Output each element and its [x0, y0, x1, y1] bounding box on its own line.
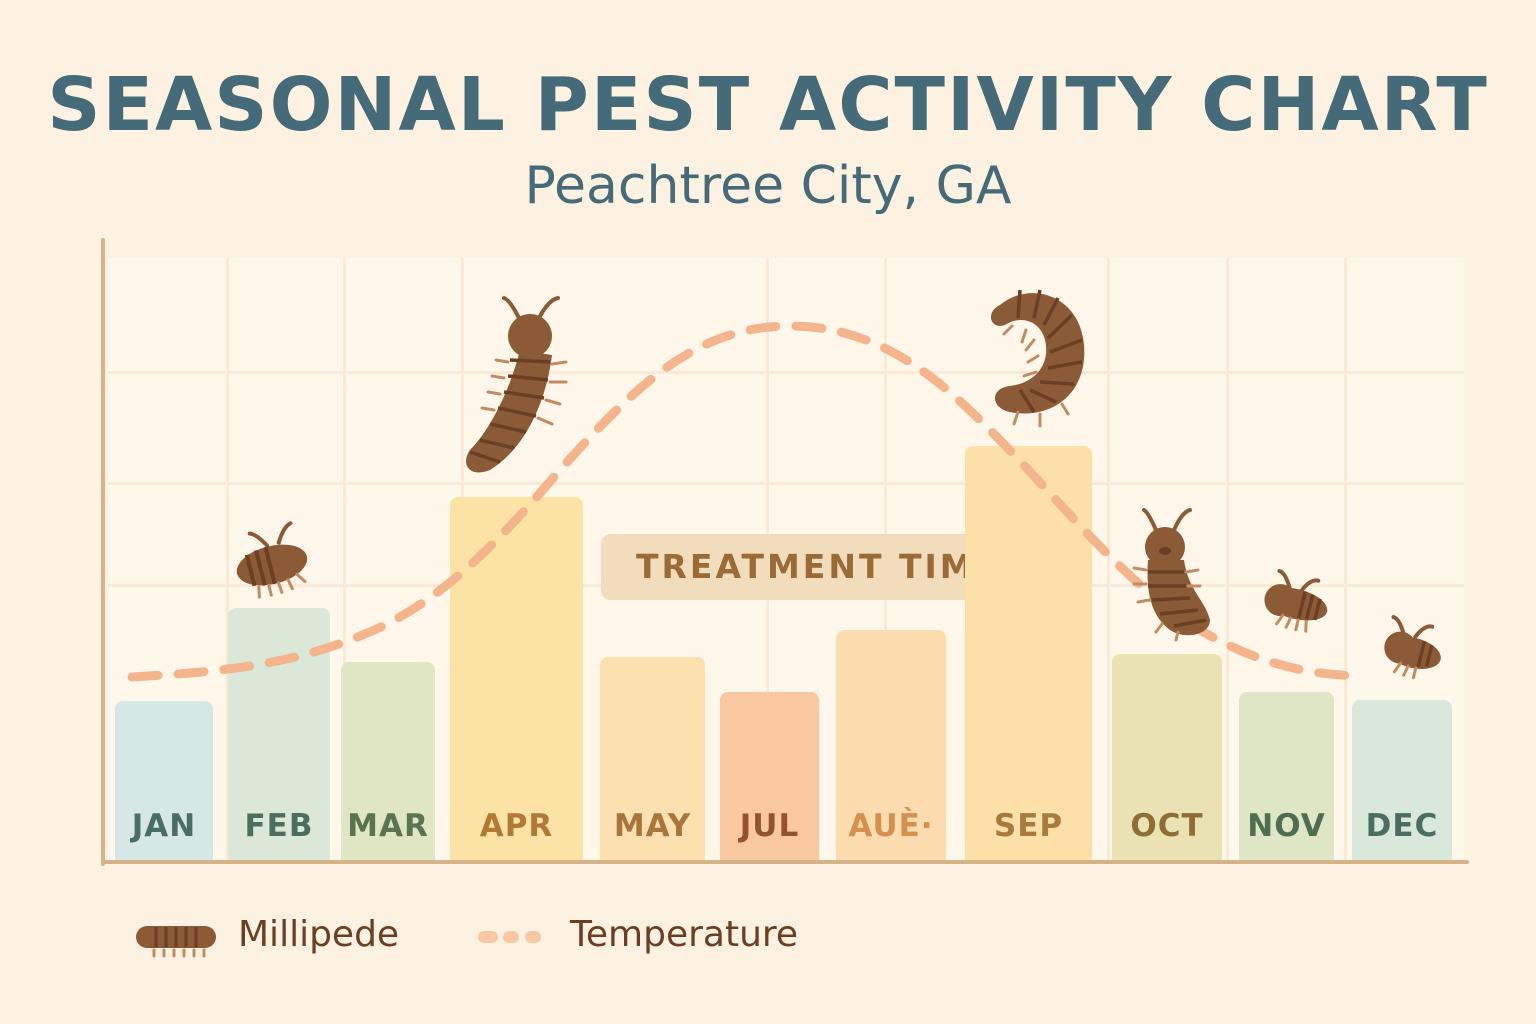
bar-label: MAR	[347, 808, 429, 844]
bar-may: MAY	[600, 657, 705, 862]
millipede-icon	[1384, 615, 1441, 680]
bar-aug: AUÈ·	[836, 630, 946, 862]
bar-label: OCT	[1130, 808, 1204, 844]
grid-line	[1226, 258, 1229, 862]
grid-line	[1107, 258, 1110, 862]
bar-label: NOV	[1247, 808, 1326, 844]
bar-jul: JUL	[720, 692, 819, 862]
grid-line	[108, 371, 1464, 374]
grid-line	[1344, 258, 1347, 862]
bar-label: JUL	[739, 808, 800, 844]
grid-line	[226, 258, 229, 862]
millipede-icon	[1132, 508, 1210, 642]
bar-jan: JAN	[115, 701, 213, 862]
millipede-icon	[466, 296, 568, 473]
chart-title: SEASONAL PEST ACTIVITY CHART	[47, 62, 1489, 148]
y-axis	[101, 238, 105, 866]
bar-oct: OCT	[1112, 654, 1222, 862]
millipede-icon	[236, 521, 308, 599]
grid-line	[343, 258, 346, 862]
bar-label: SEP	[993, 808, 1064, 844]
bar-label: FEB	[244, 808, 314, 844]
chart-subtitle: Peachtree City, GA	[524, 156, 1012, 216]
bar-dec: DEC	[1352, 700, 1452, 862]
millipede-icon	[1264, 569, 1328, 633]
bar-label: MAY	[613, 808, 692, 844]
millipede-icon	[990, 289, 1085, 428]
treatment-time-label: TREATMENT TIME	[636, 547, 1002, 586]
legend-millipede-label: Millipede	[238, 914, 400, 955]
bar-nov: NOV	[1239, 692, 1334, 862]
x-axis	[101, 860, 1469, 864]
bar-label: DEC	[1365, 808, 1439, 844]
bar-label: JAN	[131, 808, 197, 844]
bar-label: APR	[479, 808, 554, 844]
grid-line	[108, 482, 1464, 485]
bar-feb: FEB	[228, 608, 330, 862]
bar-mar: MAR	[341, 662, 435, 862]
temperature-line	[127, 321, 1367, 682]
bar-label: AUÈ·	[848, 808, 934, 844]
legend-millipede-icon	[136, 926, 216, 958]
legend-temperature-icon	[478, 931, 541, 943]
legend-temperature-label: Temperature	[570, 914, 799, 955]
treatment-time-banner	[601, 534, 981, 600]
